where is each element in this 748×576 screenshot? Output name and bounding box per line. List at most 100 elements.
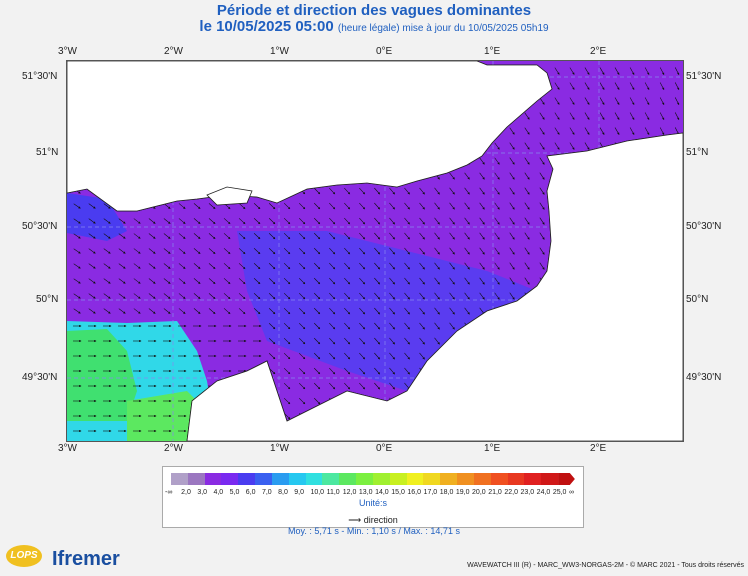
direction-arrow <box>644 67 650 76</box>
lat-label-right-3: 50°N <box>686 294 709 305</box>
direction-arrow <box>554 82 560 90</box>
direction-arrow <box>494 262 500 270</box>
direction-arrow <box>539 142 545 150</box>
direction-arrow <box>494 202 500 210</box>
direction-arrow <box>479 247 485 255</box>
direction-arrow <box>584 97 590 105</box>
direction-arrow <box>314 232 321 240</box>
direction-arrow <box>314 337 321 345</box>
direction-arrow <box>569 82 575 90</box>
direction-arrow <box>629 82 635 91</box>
lat-label-left-2: 50°30'N <box>22 221 58 232</box>
legend-swatch <box>457 473 474 485</box>
legend-swatch <box>356 473 373 485</box>
legend-swatch <box>406 473 424 485</box>
direction-arrow <box>298 232 306 240</box>
direction-arrow <box>389 382 395 390</box>
direction-arrow <box>419 337 425 345</box>
lat-label-left-0: 51°30'N <box>22 71 58 82</box>
direction-arrow <box>599 97 605 105</box>
direction-arrow <box>584 67 590 75</box>
lat-label-left-4: 49°30'N <box>22 372 58 383</box>
direction-arrow <box>314 247 321 255</box>
legend-swatch <box>238 473 256 485</box>
direction-arrow <box>314 352 321 360</box>
direction-arrow <box>509 217 515 225</box>
direction-arrow <box>389 337 395 345</box>
direction-arrow <box>539 217 545 225</box>
legend-swatch <box>558 473 575 485</box>
legend-tick-label: -∞ <box>165 489 173 496</box>
direction-arrow <box>434 292 440 300</box>
direction-arrow <box>268 323 276 330</box>
direction-arrow <box>329 262 336 270</box>
direction-arrow <box>509 202 515 210</box>
direction-arrow <box>314 322 321 330</box>
direction-arrow <box>659 97 665 106</box>
direction-arrow <box>389 367 395 375</box>
lat-label-right-4: 49°30'N <box>686 372 722 383</box>
legend-tick-label: 14,0 <box>375 489 389 496</box>
direction-arrow <box>359 307 366 315</box>
lon-label-bottom-1: 2°W <box>164 443 183 454</box>
direction-arrow <box>479 262 485 270</box>
lon-label-bottom-2: 1°W <box>270 443 289 454</box>
direction-arrow <box>103 203 111 209</box>
direction-arrow <box>494 232 500 240</box>
direction-arrow <box>253 248 261 255</box>
direction-arrow <box>298 217 306 225</box>
direction-arrow <box>374 382 381 390</box>
legend-tick-label: 13,0 <box>358 489 373 496</box>
direction-arrow <box>449 202 455 210</box>
direction-arrow <box>253 203 261 210</box>
direction-arrow <box>88 308 96 314</box>
direction-arrow <box>268 353 276 360</box>
legend-tick-label: ∞ <box>569 489 574 496</box>
direction-arrow <box>314 277 321 285</box>
direction-arrow <box>404 202 410 210</box>
direction-arrow <box>193 218 201 224</box>
direction-arrow <box>629 127 635 136</box>
direction-arrow <box>283 352 291 360</box>
legend-swatch <box>187 473 205 485</box>
direction-arrow <box>148 248 156 254</box>
direction-arrow <box>268 233 276 240</box>
direction-arrow <box>238 233 246 240</box>
lon-label-top-5: 2°E <box>590 46 607 57</box>
direction-arrow <box>434 322 440 330</box>
direction-arrow <box>524 202 530 210</box>
subtitle-note: (heure légale) mise à jour du 10/05/2025… <box>337 23 549 34</box>
legend-swatch <box>524 473 542 485</box>
land-france-overlay <box>186 132 683 441</box>
direction-arrow <box>449 217 455 225</box>
legend-tick-label: 2,0 <box>181 489 191 496</box>
direction-arrow <box>73 308 81 314</box>
direction-arrow <box>253 218 261 225</box>
direction-arrow <box>419 247 425 255</box>
direction-arrow <box>434 247 440 255</box>
direction-arrow <box>88 203 96 209</box>
direction-arrow <box>419 232 425 240</box>
direction-arrow <box>554 127 560 135</box>
direction-arrow <box>298 397 306 405</box>
direction-arrow <box>88 293 96 299</box>
direction-arrow <box>148 233 156 239</box>
direction-arrow <box>88 278 96 284</box>
wave-map-canvas <box>67 61 683 441</box>
lon-label-bottom-5: 2°E <box>590 443 607 454</box>
direction-arrow <box>674 67 680 76</box>
direction-arrow <box>268 293 276 300</box>
direction-arrow <box>193 278 201 284</box>
direction-arrow <box>208 308 216 315</box>
direction-arrow <box>494 142 500 150</box>
direction-arrow <box>314 397 321 405</box>
legend-tick-label: 7,0 <box>261 489 272 496</box>
direction-arrow <box>614 97 620 105</box>
legend-tick-label: 6,0 <box>245 489 256 496</box>
direction-arrow <box>539 157 545 165</box>
direction-arrow <box>103 218 111 224</box>
direction-arrow <box>404 292 410 300</box>
lat-label-left-1: 51°N <box>36 147 59 158</box>
lon-label-bottom-0: 3°W <box>58 443 77 454</box>
direction-arrow <box>359 262 366 270</box>
